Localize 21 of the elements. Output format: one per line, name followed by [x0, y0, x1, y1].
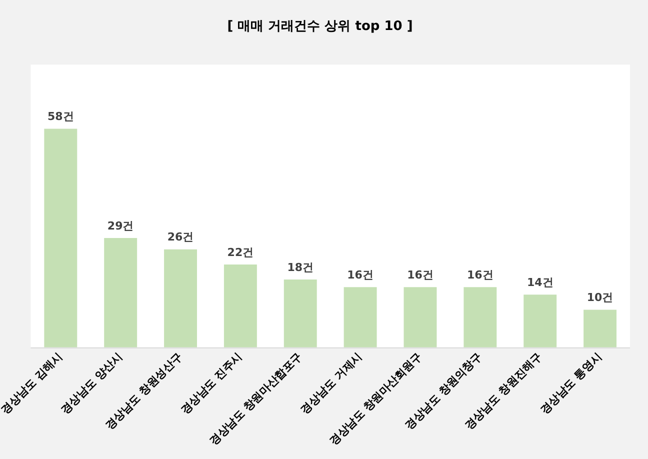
bar	[584, 310, 617, 348]
bar	[164, 249, 197, 348]
bar	[464, 287, 497, 348]
data-label: 22건	[227, 246, 254, 259]
bar	[224, 264, 257, 348]
data-label: 14건	[526, 276, 554, 289]
bar	[284, 280, 317, 348]
data-label: 18건	[287, 260, 314, 274]
bar	[524, 294, 557, 348]
bar	[44, 128, 78, 348]
data-label: 58건	[48, 110, 74, 124]
data-label: 16건	[407, 268, 434, 282]
data-label: 16건	[467, 268, 494, 282]
data-label: 29건	[107, 219, 134, 232]
data-label: 16건	[347, 268, 374, 282]
bar	[404, 287, 437, 348]
data-label: 10건	[586, 291, 614, 304]
chart-title: [ 매매 거래건수 상위 top 10 ]	[227, 19, 413, 34]
bar	[344, 287, 377, 348]
data-label: 26건	[167, 230, 194, 244]
bar	[104, 238, 138, 348]
